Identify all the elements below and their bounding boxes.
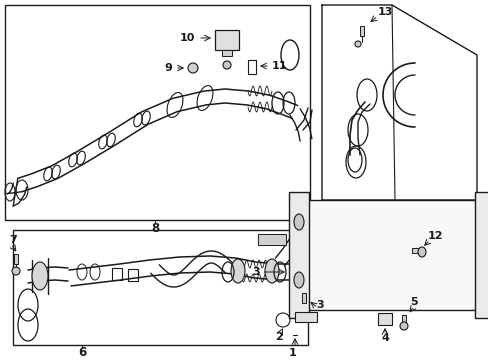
Bar bbox=[5, 5, 309, 220]
Bar bbox=[222, 50, 231, 56]
Text: 12: 12 bbox=[427, 231, 443, 241]
Text: 5: 5 bbox=[409, 297, 417, 307]
Ellipse shape bbox=[417, 247, 425, 257]
Bar bbox=[247, 60, 256, 74]
Bar bbox=[215, 30, 239, 50]
Bar bbox=[411, 248, 423, 253]
Text: 3: 3 bbox=[252, 267, 260, 277]
Bar bbox=[306, 200, 476, 310]
Ellipse shape bbox=[230, 259, 244, 283]
Bar bbox=[13, 230, 307, 345]
Ellipse shape bbox=[32, 262, 48, 290]
Text: 6: 6 bbox=[78, 346, 86, 360]
Bar bbox=[401, 315, 405, 325]
Ellipse shape bbox=[354, 41, 360, 47]
Text: 3: 3 bbox=[315, 300, 323, 310]
Text: 11: 11 bbox=[271, 61, 287, 71]
Bar bbox=[128, 269, 138, 281]
Ellipse shape bbox=[293, 272, 304, 288]
Text: 13: 13 bbox=[377, 7, 392, 17]
Text: 10: 10 bbox=[179, 33, 195, 43]
Ellipse shape bbox=[264, 259, 279, 283]
Ellipse shape bbox=[223, 61, 230, 69]
Bar bbox=[359, 26, 363, 36]
Text: 2: 2 bbox=[275, 332, 282, 342]
Ellipse shape bbox=[12, 267, 20, 275]
Text: 8: 8 bbox=[151, 221, 159, 234]
Text: 1: 1 bbox=[288, 348, 296, 358]
Bar bbox=[14, 254, 18, 264]
Bar bbox=[288, 192, 308, 318]
Bar bbox=[294, 312, 316, 322]
Bar bbox=[302, 293, 305, 303]
Bar bbox=[258, 234, 285, 245]
Text: 9: 9 bbox=[164, 63, 172, 73]
Ellipse shape bbox=[187, 63, 198, 73]
Bar bbox=[377, 313, 391, 325]
Bar bbox=[112, 268, 122, 280]
Text: 4: 4 bbox=[380, 333, 388, 343]
Bar bbox=[474, 192, 488, 318]
Ellipse shape bbox=[293, 214, 304, 230]
Text: 7: 7 bbox=[9, 235, 17, 245]
Ellipse shape bbox=[399, 322, 407, 330]
